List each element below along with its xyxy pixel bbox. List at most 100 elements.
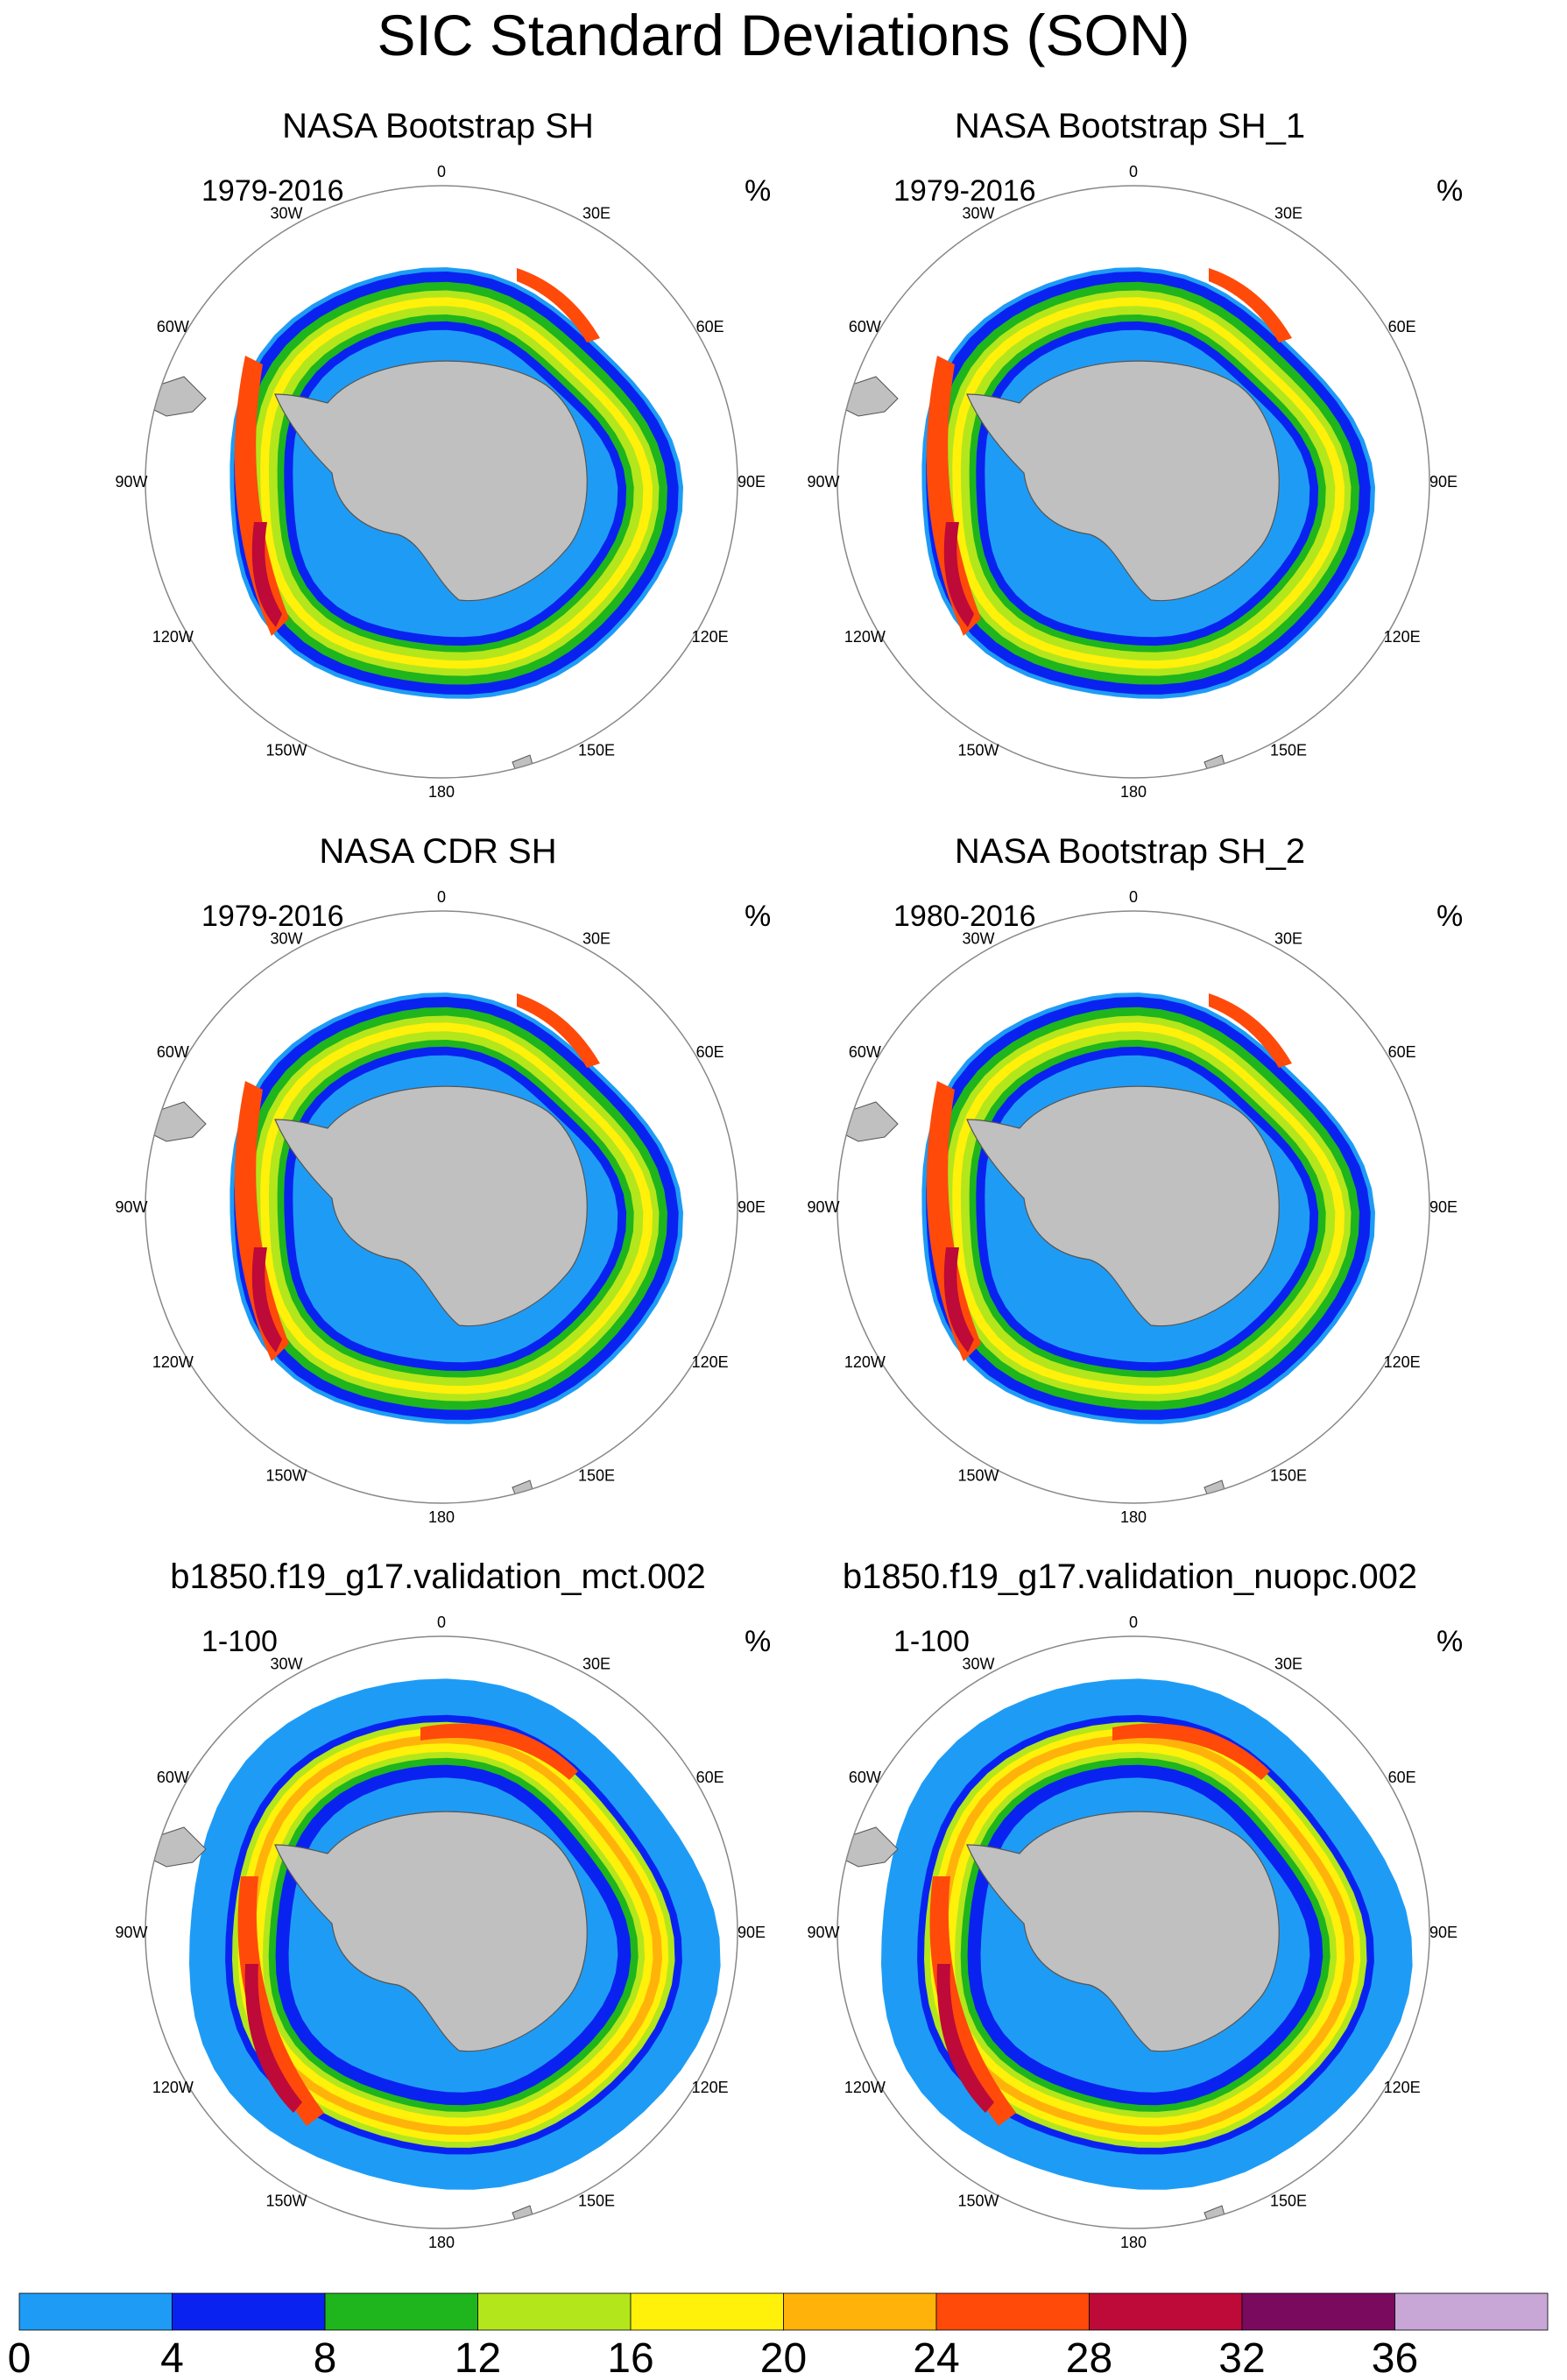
longitude-label: 0	[1129, 163, 1138, 180]
colorbar-tick-label: 0	[8, 2335, 32, 2380]
longitude-label: 30W	[962, 1655, 994, 1672]
map-boundary	[145, 185, 738, 779]
polar-map: 0 30E 60E 90E 120E 150E 180 150W 120W 90W 60W 30W	[807, 888, 1458, 1526]
longitude-label: 150W	[265, 742, 307, 759]
longitude-label: 30W	[270, 929, 302, 947]
longitude-label: 120W	[152, 1353, 194, 1371]
panel-years: 1-100	[201, 1625, 278, 1658]
colorbar-bin	[477, 2292, 632, 2331]
colorbar-tick-label: 32	[1218, 2335, 1265, 2380]
colorbar-tick-label: 16	[607, 2335, 653, 2380]
longitude-label: 60E	[696, 1769, 724, 1786]
colorbar-bin	[935, 2292, 1090, 2331]
panel-years: 1-100	[893, 1625, 970, 1658]
sea-ice-field	[145, 1678, 721, 2228]
longitude-label: 30E	[1274, 204, 1302, 222]
longitude-label: 90E	[738, 1198, 766, 1216]
panel-title: NASA Bootstrap SH_1	[954, 107, 1306, 145]
longitude-label: 150E	[1270, 742, 1307, 759]
colorbar-tick-label: 20	[760, 2335, 807, 2380]
panel-title: NASA Bootstrap SH	[282, 107, 594, 145]
sea-ice-field	[145, 267, 683, 778]
polar-map: 0 30E 60E 90E 120E 150E 180 150W 120W 90W 60W 30W	[115, 1614, 766, 2251]
longitude-label: 90W	[115, 1924, 147, 1941]
longitude-label: 120E	[692, 2079, 729, 2096]
polar-map: 0 30E 60E 90E 120E 150E 180 150W 120W 90W 60W 30W	[807, 163, 1458, 801]
panel-years: 1979-2016	[893, 174, 1036, 208]
colorbar-tick-label: 28	[1066, 2335, 1112, 2380]
colorbar-tick-label: 8	[314, 2335, 337, 2380]
panel-unit: %	[745, 1625, 772, 1658]
longitude-label: 150W	[957, 2193, 999, 2210]
longitude-label: 30W	[962, 204, 994, 222]
longitude-label: 150E	[578, 742, 615, 759]
map-boundary	[145, 1635, 738, 2229]
longitude-label: 60W	[157, 1043, 189, 1061]
longitude-label: 90W	[115, 1198, 147, 1216]
colorbar: 0 4 8 12 16 20 24 28 32 36	[0, 2278, 1567, 2380]
longitude-label: 30E	[582, 929, 611, 947]
panel-unit: %	[1436, 174, 1464, 208]
longitude-label: 90W	[807, 1198, 839, 1216]
longitude-label: 120W	[152, 2079, 194, 2096]
map-panel: 0 30E 60E 90E 120E 150E 180 150W 120W 90W 60W 30W b1…	[745, 1451, 1515, 2251]
longitude-label: 180	[428, 1508, 455, 1526]
antarctica-landmass	[274, 1811, 588, 2052]
longitude-label: 30W	[962, 929, 994, 947]
longitude-label: 150E	[578, 2193, 615, 2210]
colorbar-bin	[18, 2292, 173, 2331]
antarctica-landmass	[966, 1811, 1280, 2052]
longitude-label: 180	[1120, 1508, 1147, 1526]
longitude-label: 90W	[807, 473, 839, 491]
colorbar-bin	[172, 2292, 326, 2331]
longitude-label: 120W	[844, 2079, 886, 2096]
panel-title: b1850.f19_g17.validation_nuopc.002	[842, 1557, 1418, 1596]
longitude-label: 30E	[1274, 929, 1302, 947]
sea-ice-field	[837, 992, 1375, 1503]
polar-map: 0 30E 60E 90E 120E 150E 180 150W 120W 90W 60W 30W	[807, 1614, 1458, 2251]
antarctica-landmass	[966, 1085, 1280, 1327]
longitude-label: 120W	[152, 628, 194, 646]
longitude-label: 30E	[582, 204, 611, 222]
panel-years: 1979-2016	[201, 900, 344, 933]
longitude-label: 0	[437, 1614, 446, 1631]
panel-title: NASA CDR SH	[319, 832, 557, 871]
longitude-label: 60E	[1388, 318, 1416, 335]
colorbar-tick-label: 24	[913, 2335, 959, 2380]
longitude-label: 30W	[270, 204, 302, 222]
longitude-label: 180	[1120, 783, 1147, 801]
map-panel: 0 30E 60E 90E 120E 150E 180 150W 120W 90W 60W 30W NA…	[745, 725, 1515, 1526]
longitude-label: 150W	[265, 2193, 307, 2210]
colorbar-bin	[783, 2292, 937, 2331]
longitude-label: 0	[1129, 888, 1138, 906]
longitude-label: 120W	[844, 628, 886, 646]
polar-map: 0 30E 60E 90E 120E 150E 180 150W 120W 90W 60W 30W	[115, 888, 766, 1526]
longitude-label: 120E	[1384, 1353, 1421, 1371]
longitude-label: 30E	[1274, 1655, 1302, 1672]
sea-ice-field	[837, 1678, 1413, 2228]
antarctica-landmass	[966, 360, 1280, 602]
colorbar-tick-label: 12	[455, 2335, 501, 2380]
longitude-label: 90E	[738, 473, 766, 491]
longitude-label: 120E	[692, 628, 729, 646]
panel-years: 1980-2016	[893, 900, 1036, 933]
panel-title: b1850.f19_g17.validation_mct.002	[170, 1557, 706, 1596]
longitude-label: 150E	[578, 1467, 615, 1485]
colorbar-svg: 0 4 8 12 16 20 24 28 32 36	[8, 2292, 1549, 2380]
sea-ice-field	[145, 992, 683, 1503]
map-panel: 0 30E 60E 90E 120E 150E 180 150W 120W 90W 60W 30W NA…	[53, 0, 823, 801]
longitude-label: 60E	[696, 318, 724, 335]
map-boundary	[836, 910, 1430, 1504]
map-panel: 0 30E 60E 90E 120E 150E 180 150W 120W 90W 60W 30W b1…	[53, 1451, 823, 2251]
panel-unit: %	[745, 900, 772, 933]
longitude-label: 60E	[696, 1043, 724, 1061]
longitude-label: 60W	[849, 1043, 881, 1061]
longitude-label: 150W	[265, 1467, 307, 1485]
map-panel: 0 30E 60E 90E 120E 150E 180 150W 120W 90W 60W 30W NA…	[53, 725, 823, 1526]
longitude-label: 90E	[1429, 473, 1458, 491]
colorbar-bin	[630, 2292, 784, 2331]
panel-title: NASA Bootstrap SH_2	[954, 832, 1306, 871]
longitude-label: 150E	[1270, 1467, 1307, 1485]
longitude-label: 90W	[807, 1924, 839, 1941]
longitude-label: 90E	[1429, 1198, 1458, 1216]
